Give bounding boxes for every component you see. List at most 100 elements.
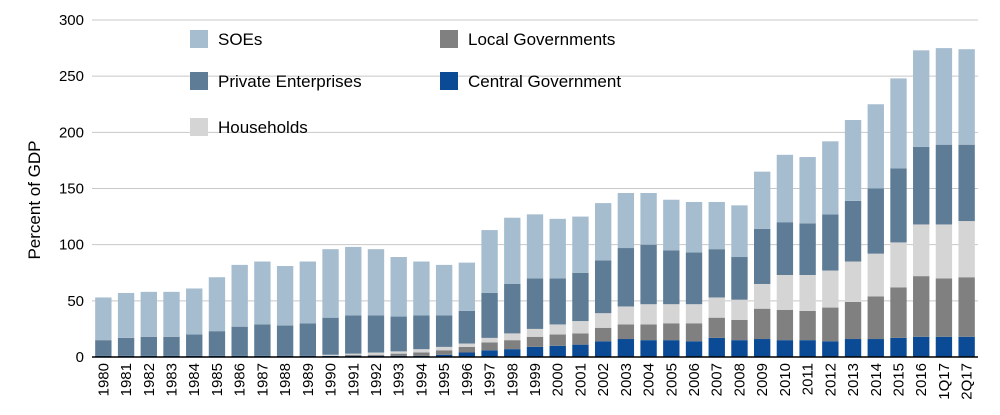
bar-segment [708, 297, 725, 318]
bar-segment [549, 324, 566, 335]
bar-segment [458, 343, 476, 347]
bar-segment [890, 337, 907, 357]
bar-segment [231, 326, 248, 356]
bar-segment [458, 310, 476, 344]
bar-segment [731, 299, 748, 320]
legend-label: Local Governments [468, 30, 615, 49]
bar-segment [640, 304, 657, 325]
bar-segment [390, 257, 407, 317]
bar-segment [481, 342, 498, 351]
x-tick-label: 2003 [618, 363, 635, 396]
bar-segment [435, 346, 453, 351]
y-tick-label: 100 [59, 237, 84, 254]
y-axis-title: Percent of GDP [25, 140, 44, 259]
legend-swatch [440, 30, 458, 48]
bar-segment [549, 218, 566, 279]
bar-segment [254, 324, 271, 356]
bar-segment [594, 203, 612, 261]
bar-segment [526, 214, 544, 279]
bar-segment [958, 49, 975, 145]
bar-segment [890, 287, 907, 338]
bar-segment [640, 192, 657, 245]
x-tick-label: 1985 [209, 363, 226, 396]
bar-segment [322, 249, 339, 318]
y-tick-label: 0 [76, 349, 84, 366]
bar-segment [754, 171, 771, 229]
bar-segment [186, 288, 203, 335]
x-tick-label: 1987 [254, 363, 271, 396]
bar-segment [799, 223, 816, 275]
x-tick-label: 2016 [913, 363, 930, 396]
bar-segment [844, 261, 862, 302]
bar-segment [663, 323, 680, 341]
bar-segment [685, 304, 703, 324]
legend-swatch [440, 72, 458, 90]
bar-segment [526, 278, 544, 329]
bar-segment [572, 344, 589, 357]
bar-segment [799, 275, 816, 311]
x-tick-label: 2014 [868, 363, 885, 396]
bar-segment [844, 301, 862, 340]
bar-segment [163, 291, 180, 337]
bar-segment [504, 217, 521, 284]
bar-segment [435, 264, 453, 316]
bar-segment [367, 354, 385, 356]
bar-segment [504, 283, 521, 334]
bar-segment [913, 224, 930, 277]
bar-segment [594, 341, 612, 357]
y-axis: 0 50 100 150 200 250 300 [59, 12, 84, 366]
legend-label: Private Enterprises [218, 72, 362, 91]
bar-segment [776, 154, 794, 223]
bar-segment [413, 352, 430, 356]
x-tick-label: 2002 [595, 363, 612, 396]
bar-segment [322, 317, 339, 355]
bar-segment [663, 250, 680, 305]
bar-segment [413, 315, 430, 350]
bar-segment [95, 340, 112, 356]
bar-segment [413, 349, 430, 353]
bar-segment [776, 340, 794, 357]
x-tick-label: 1981 [118, 363, 135, 396]
bar-segment [299, 261, 316, 324]
bar-segment [708, 249, 725, 298]
bar-segment [867, 104, 884, 189]
bar-segment [935, 48, 953, 145]
bar-segment [799, 340, 816, 357]
bar-segment [549, 278, 566, 325]
bar-segment [958, 277, 975, 337]
bar-segment [731, 319, 748, 341]
bar-segment [663, 199, 680, 251]
bar-segment [526, 328, 544, 337]
bar-segment [617, 192, 635, 249]
bar-segment [776, 275, 794, 310]
x-tick-label: 2000 [550, 363, 567, 396]
bar-segment [822, 341, 839, 357]
x-tick-label: 1982 [141, 363, 158, 396]
bar-segment [276, 325, 294, 356]
bar-segment [458, 352, 476, 357]
bar-segment [731, 257, 748, 300]
bar-segment [345, 315, 362, 354]
bar-segment [640, 340, 657, 357]
bar-segment [731, 340, 748, 357]
x-tick-label: 1983 [164, 363, 181, 396]
x-tick-label: 2011 [800, 363, 817, 395]
bar-segment [231, 264, 248, 327]
bar-segment [186, 334, 203, 356]
x-tick-label: 1994 [413, 363, 430, 396]
x-tick-label: 1986 [232, 363, 249, 396]
x-tick-label: 2013 [845, 363, 862, 396]
bar-segment [572, 321, 589, 334]
bar-segment [390, 351, 407, 354]
bar-segment [504, 333, 521, 341]
bar-segment [435, 354, 453, 357]
x-tick-label: 2006 [686, 363, 703, 396]
y-tick-label: 250 [59, 68, 84, 85]
bar-segment [685, 252, 703, 305]
bar-segment [776, 222, 794, 275]
x-tick-label: 1997 [482, 363, 499, 396]
x-tick-label: 2010 [777, 363, 794, 396]
bar-segment [594, 313, 612, 328]
x-tick-label: 1989 [300, 363, 317, 396]
